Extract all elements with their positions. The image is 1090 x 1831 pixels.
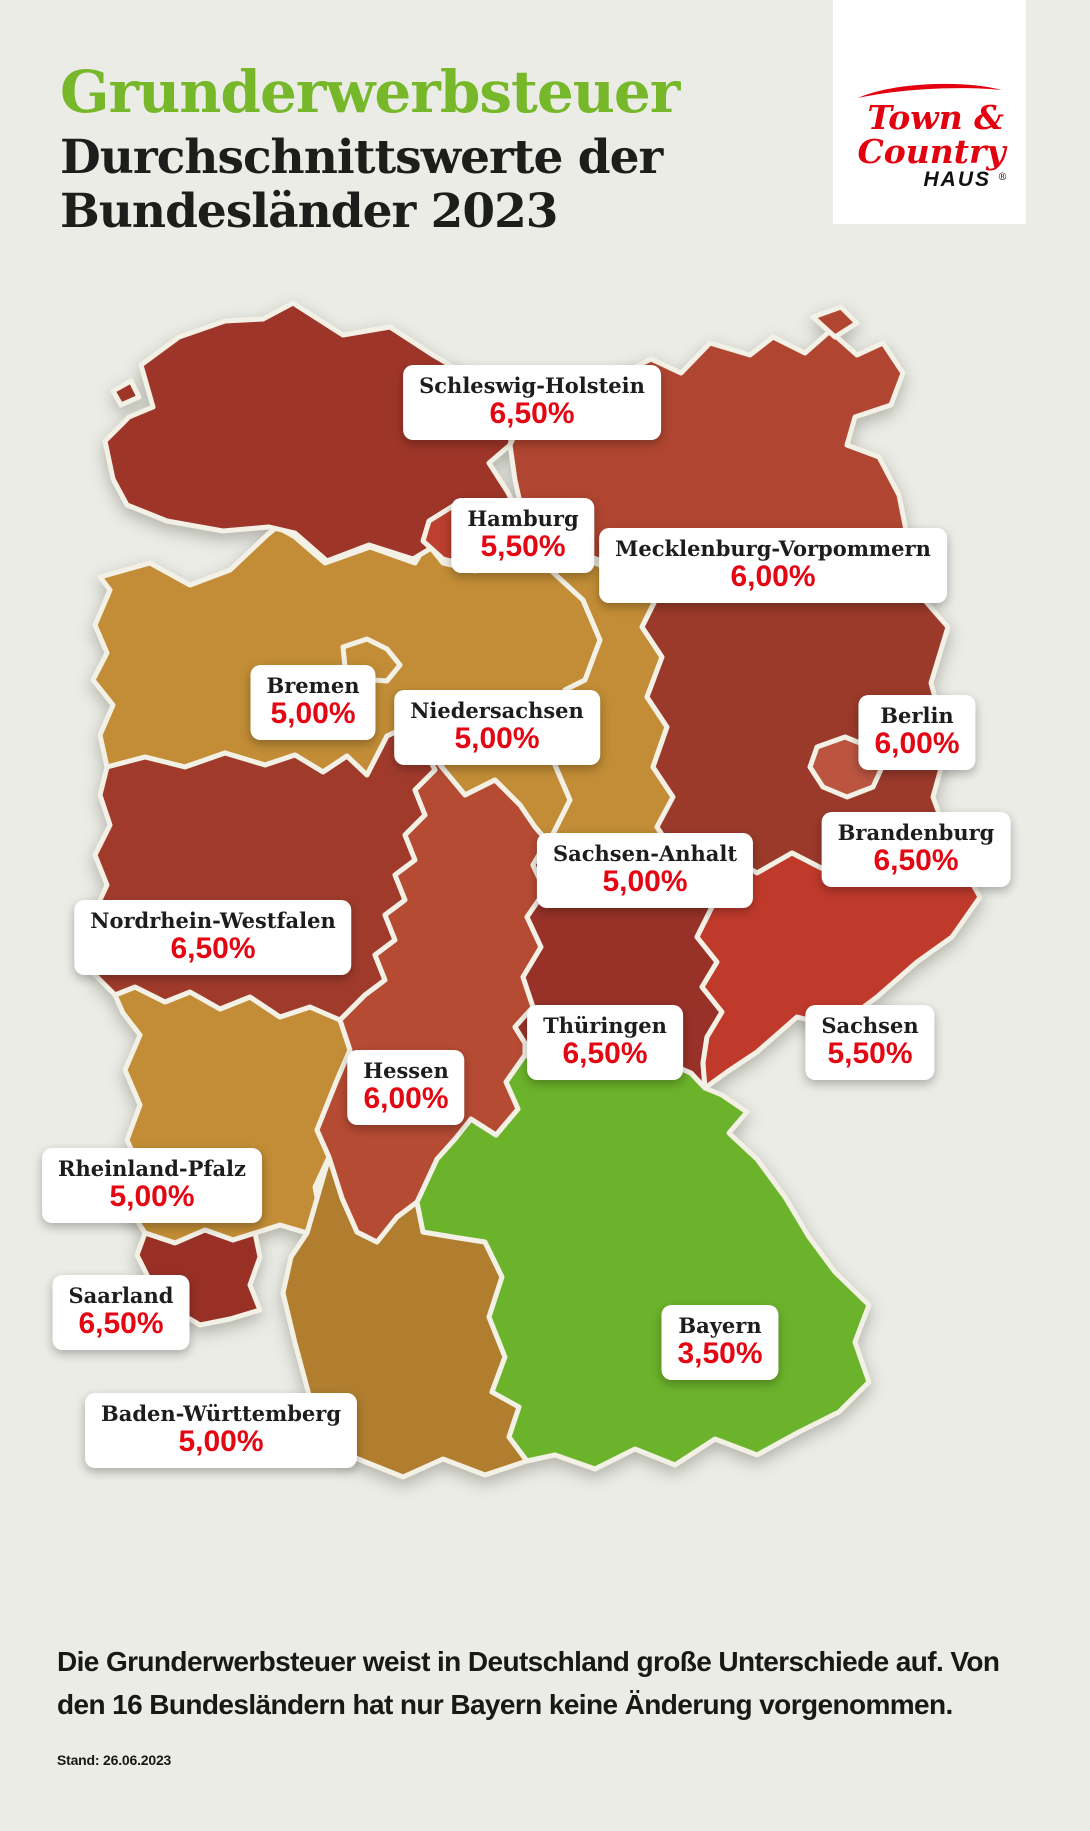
state-label-baden-wuerttemberg: Baden-Württemberg 5,00% — [84, 1393, 358, 1468]
state-name: Mecklenburg-Vorpommern — [615, 536, 931, 561]
state-value: 5,50% — [827, 1037, 913, 1071]
state-name: Thüringen — [543, 1013, 667, 1038]
state-label-mecklenburg-vorpommern: Mecklenburg-Vorpommern 6,00% — [599, 528, 947, 603]
state-value: 6,00% — [730, 560, 816, 594]
state-label-hamburg: Hamburg 5,50% — [451, 498, 595, 573]
state-label-sachsen-anhalt: Sachsen-Anhalt 5,00% — [536, 833, 754, 908]
state-name: Hessen — [363, 1058, 449, 1083]
state-label-schleswig-holstein: Schleswig-Holstein 6,50% — [403, 365, 661, 440]
state-name: Rheinland-Pfalz — [58, 1156, 246, 1181]
state-value: 6,00% — [874, 727, 960, 761]
brand-logo: Town & Country HAUS ® — [833, 0, 1026, 224]
state-label-sachsen: Sachsen 5,50% — [805, 1005, 935, 1080]
footer-date: Stand: 26.06.2023 — [57, 1752, 172, 1768]
footer-description: Die Grunderwerbsteuer weist in Deutschla… — [57, 1646, 1000, 1721]
state-name: Niedersachsen — [410, 698, 584, 723]
state-name: Hamburg — [467, 506, 579, 531]
state-value: 6,50% — [170, 932, 256, 966]
state-schleswig-holstein-island — [110, 378, 142, 408]
state-value: 5,00% — [178, 1425, 264, 1459]
state-value: 6,00% — [363, 1082, 449, 1116]
state-name: Bremen — [266, 673, 360, 698]
state-name: Baden-Württemberg — [100, 1401, 342, 1426]
state-name: Sachsen-Anhalt — [552, 841, 738, 866]
state-value: 5,00% — [454, 722, 540, 756]
state-value: 5,00% — [602, 865, 688, 899]
title-block: Grunderwerbsteuer Durchschnittswerte der… — [60, 62, 720, 239]
state-label-berlin: Berlin 6,00% — [858, 695, 976, 770]
logo-registered-mark: ® — [997, 172, 1008, 183]
state-value: 6,50% — [873, 844, 959, 878]
state-label-niedersachsen: Niedersachsen 5,00% — [394, 690, 600, 765]
page-title: Grunderwerbsteuer — [60, 58, 680, 126]
state-name: Berlin — [880, 703, 954, 728]
state-value: 3,50% — [677, 1337, 763, 1371]
state-label-thueringen: Thüringen 6,50% — [527, 1005, 683, 1080]
state-label-bayern: Bayern 3,50% — [661, 1305, 779, 1380]
state-name: Sachsen — [821, 1013, 919, 1038]
state-value: 6,50% — [562, 1037, 648, 1071]
state-value: 5,50% — [480, 530, 566, 564]
logo-haus-text: HAUS — [923, 168, 992, 191]
brand-logo-inner: Town & Country HAUS ® — [850, 72, 1010, 202]
logo-town-text: Town & — [867, 98, 1004, 137]
state-label-saarland: Saarland 6,50% — [52, 1275, 190, 1350]
state-value: 6,50% — [78, 1307, 164, 1341]
state-label-nordrhein-westfalen: Nordrhein-Westfalen 6,50% — [74, 900, 352, 975]
state-name: Bayern — [678, 1313, 762, 1338]
page-subtitle: Durchschnittswerte der Bundesländer 2023 — [60, 129, 663, 239]
state-label-bremen: Bremen 5,00% — [250, 665, 376, 740]
state-label-brandenburg: Brandenburg 6,50% — [821, 812, 1011, 887]
state-name: Brandenburg — [837, 820, 995, 845]
logo-swash-icon — [857, 83, 1002, 98]
state-mecklenburg-vorpommern-island — [810, 304, 860, 340]
state-value: 5,00% — [270, 697, 356, 731]
logo-country-text: Country — [857, 132, 1006, 171]
state-label-rheinland-pfalz: Rheinland-Pfalz 5,00% — [42, 1148, 262, 1223]
state-name: Nordrhein-Westfalen — [90, 908, 336, 933]
state-value: 6,50% — [489, 397, 575, 431]
state-name: Saarland — [68, 1283, 174, 1308]
state-name: Schleswig-Holstein — [419, 373, 645, 398]
state-label-hessen: Hessen 6,00% — [347, 1050, 465, 1125]
state-value: 5,00% — [109, 1180, 195, 1214]
